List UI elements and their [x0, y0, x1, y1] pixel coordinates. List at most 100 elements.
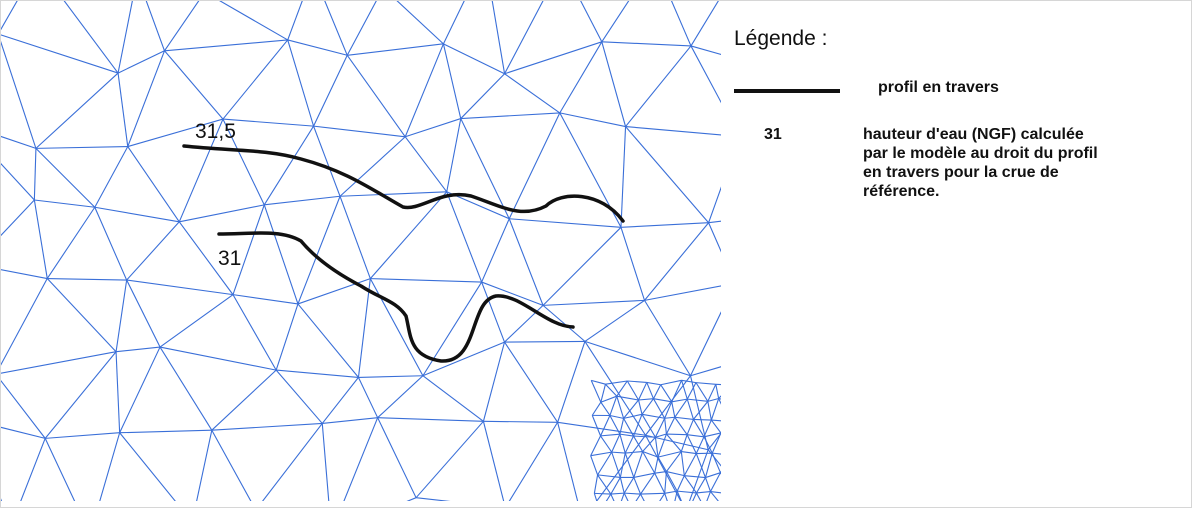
mesh-edge	[687, 399, 708, 401]
mesh-edge	[665, 491, 677, 493]
mesh-edge	[696, 478, 705, 493]
mesh-edge	[298, 196, 340, 304]
mesh-edge	[118, 1, 137, 73]
mesh-edge	[592, 402, 601, 415]
mesh-edge	[127, 280, 233, 295]
mesh-edge	[602, 1, 655, 42]
mesh-edge	[482, 282, 505, 342]
mesh-edge	[691, 283, 723, 375]
mesh-edge	[696, 454, 705, 478]
mesh-edge	[684, 476, 696, 493]
mesh-edge	[160, 347, 276, 370]
mesh-edge	[639, 399, 654, 400]
mesh-edge	[687, 419, 693, 434]
mesh-edge	[47, 207, 95, 278]
mesh-edge	[485, 1, 505, 74]
mesh-edge	[378, 418, 416, 498]
mesh-edge	[127, 280, 160, 347]
mesh-edge	[681, 452, 696, 454]
mesh-edge	[483, 421, 505, 507]
mesh-edge	[721, 421, 723, 433]
mesh-edge	[653, 385, 660, 399]
mesh-edge	[665, 493, 672, 509]
mesh-edge	[443, 44, 504, 74]
mesh-edge	[672, 380, 682, 402]
mesh-edge	[47, 279, 126, 281]
mesh-edge	[558, 422, 583, 509]
mesh-edge	[160, 295, 233, 347]
mesh-edge	[276, 370, 322, 423]
mesh-edge	[711, 420, 723, 421]
mesh-edge	[90, 433, 120, 509]
mesh-edge	[712, 453, 723, 455]
mesh-edge	[672, 402, 675, 417]
mesh-edge	[658, 457, 666, 471]
mesh-edge	[45, 352, 116, 439]
mesh-edge	[128, 51, 165, 147]
mesh-edge	[681, 435, 687, 452]
legend-height-label-line-3: en travers pour la crue de	[863, 163, 1193, 182]
mesh-edge	[370, 279, 423, 376]
mesh-edge	[509, 219, 543, 306]
mesh-edge	[621, 127, 626, 228]
mesh-edge	[340, 192, 447, 196]
mesh-edge	[684, 454, 696, 476]
mesh-edge	[447, 119, 461, 192]
mesh-edge	[705, 478, 710, 492]
mesh-edge	[661, 380, 682, 384]
mesh-edge	[618, 493, 624, 509]
mesh-edge	[612, 452, 621, 477]
mesh-edge	[666, 472, 684, 476]
mesh-edge	[641, 493, 665, 494]
mesh-edge	[461, 74, 505, 119]
mesh-edge	[601, 436, 612, 452]
mesh-edge	[601, 402, 610, 415]
mesh-edge	[36, 73, 118, 148]
mesh-edge	[416, 498, 505, 508]
mesh-edge	[543, 227, 621, 305]
mesh-edge	[585, 341, 691, 375]
mesh-edge	[598, 475, 621, 478]
mesh-edge	[655, 457, 658, 473]
mesh-edge	[621, 223, 709, 228]
mesh-edge	[591, 380, 601, 402]
mesh-edge	[634, 452, 643, 478]
mesh-edge	[95, 207, 179, 222]
mesh-edge	[653, 399, 664, 419]
mesh-edge	[192, 430, 212, 509]
mesh-edge	[482, 219, 510, 282]
mesh-edge	[647, 382, 661, 384]
mesh-edge	[704, 420, 711, 437]
mesh-edge	[696, 493, 704, 508]
mesh-edge	[625, 436, 633, 453]
mesh-edge	[223, 119, 314, 126]
mesh-edge	[416, 421, 483, 497]
mesh-edge	[276, 304, 298, 370]
mesh-edge	[314, 55, 348, 126]
mesh-edge	[641, 494, 652, 509]
mesh-edge	[347, 1, 383, 55]
mesh-edge	[34, 200, 94, 207]
legend-height-sample: 31	[764, 126, 782, 144]
mesh-edge	[634, 477, 641, 494]
mesh-edge	[610, 415, 620, 434]
mesh-edge	[405, 119, 461, 137]
mesh-edge	[560, 113, 626, 127]
mesh-edge	[483, 421, 557, 422]
mesh-edge	[314, 126, 406, 137]
mesh-edge	[288, 1, 313, 40]
mesh-edge	[543, 305, 585, 341]
mesh-edge	[624, 418, 634, 436]
mesh-map: 31,5 31	[1, 1, 723, 509]
mesh-edge	[687, 399, 693, 419]
mesh-edge	[645, 223, 709, 301]
mesh-edge	[264, 196, 340, 205]
mesh-edge	[11, 438, 45, 509]
triangular-mesh	[1, 1, 723, 509]
mesh-edge	[601, 384, 606, 402]
mesh-edge	[716, 384, 719, 398]
mesh-edge	[505, 342, 558, 422]
mesh-edge	[36, 148, 95, 207]
mesh-edge	[620, 434, 634, 436]
mesh-edge	[233, 295, 276, 370]
